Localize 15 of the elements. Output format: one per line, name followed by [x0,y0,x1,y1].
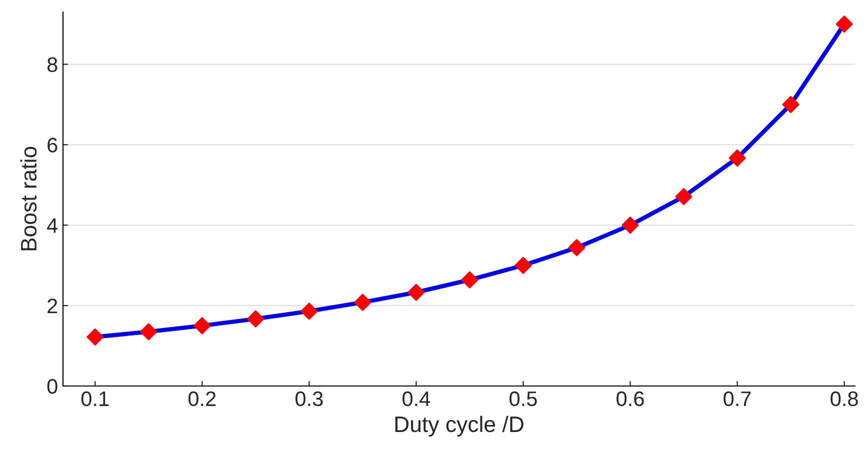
x-tick-label: 0.8 [830,391,858,406]
x-tick-label: 0.4 [402,391,430,406]
y-tick-label: 4 [47,218,58,233]
x-tick-label: 0.5 [510,391,537,406]
x-tick-label: 0.3 [295,391,323,406]
x-axis-title: Duty cycle /D [395,416,524,437]
y-tick-label: 8 [47,57,58,72]
y-tick-label: 0 [47,379,58,394]
y-tick-label: 2 [48,298,58,314]
y-tick-label: 6 [48,138,58,152]
x-tick-label: 0.7 [724,391,751,406]
x-tick-label: 0.6 [616,391,644,406]
x-tick-label: 0.2 [188,391,216,406]
x-tick-label: 0.1 [81,391,109,406]
y-axis-title: Boost ratio [20,146,37,250]
